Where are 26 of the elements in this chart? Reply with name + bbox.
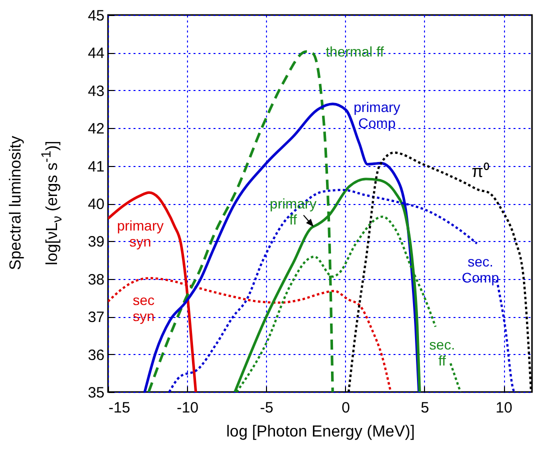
x-tick-label: 10: [496, 400, 512, 416]
y-tick-label: 35: [88, 384, 104, 402]
y-tick-label: 40: [88, 196, 104, 213]
series-label: primary Comp: [354, 99, 400, 132]
y-tick-label: 42: [88, 120, 104, 138]
y-tick-label: 38: [88, 271, 104, 288]
x-tick-label: -15: [108, 400, 130, 416]
series-label: π⁰: [472, 162, 490, 181]
y-tick-label: 37: [88, 309, 104, 326]
y-tick-label: 39: [88, 234, 104, 251]
y-tick-label: 45: [88, 8, 104, 24]
x-tick-label: -5: [260, 400, 274, 416]
series-label: primary syn: [116, 217, 164, 250]
series-label: sec syn: [132, 292, 154, 324]
x-tick-label: -10: [176, 400, 198, 416]
series-label: thermal ff: [326, 44, 384, 60]
series-label: sec. ff: [429, 336, 455, 369]
x-tick-label: 0: [342, 400, 350, 416]
y-tick-label: 36: [88, 346, 104, 364]
y-tick-label: 44: [88, 45, 104, 62]
series-label: sec. Comp: [462, 254, 500, 286]
series-label: primary ff: [270, 195, 316, 228]
x-axis-title: log [Photon Energy (MeV)]: [226, 424, 415, 440]
y-tick-label: 41: [88, 158, 104, 176]
y-tick-label: 43: [88, 82, 104, 100]
x-tick-label: 5: [420, 400, 430, 416]
